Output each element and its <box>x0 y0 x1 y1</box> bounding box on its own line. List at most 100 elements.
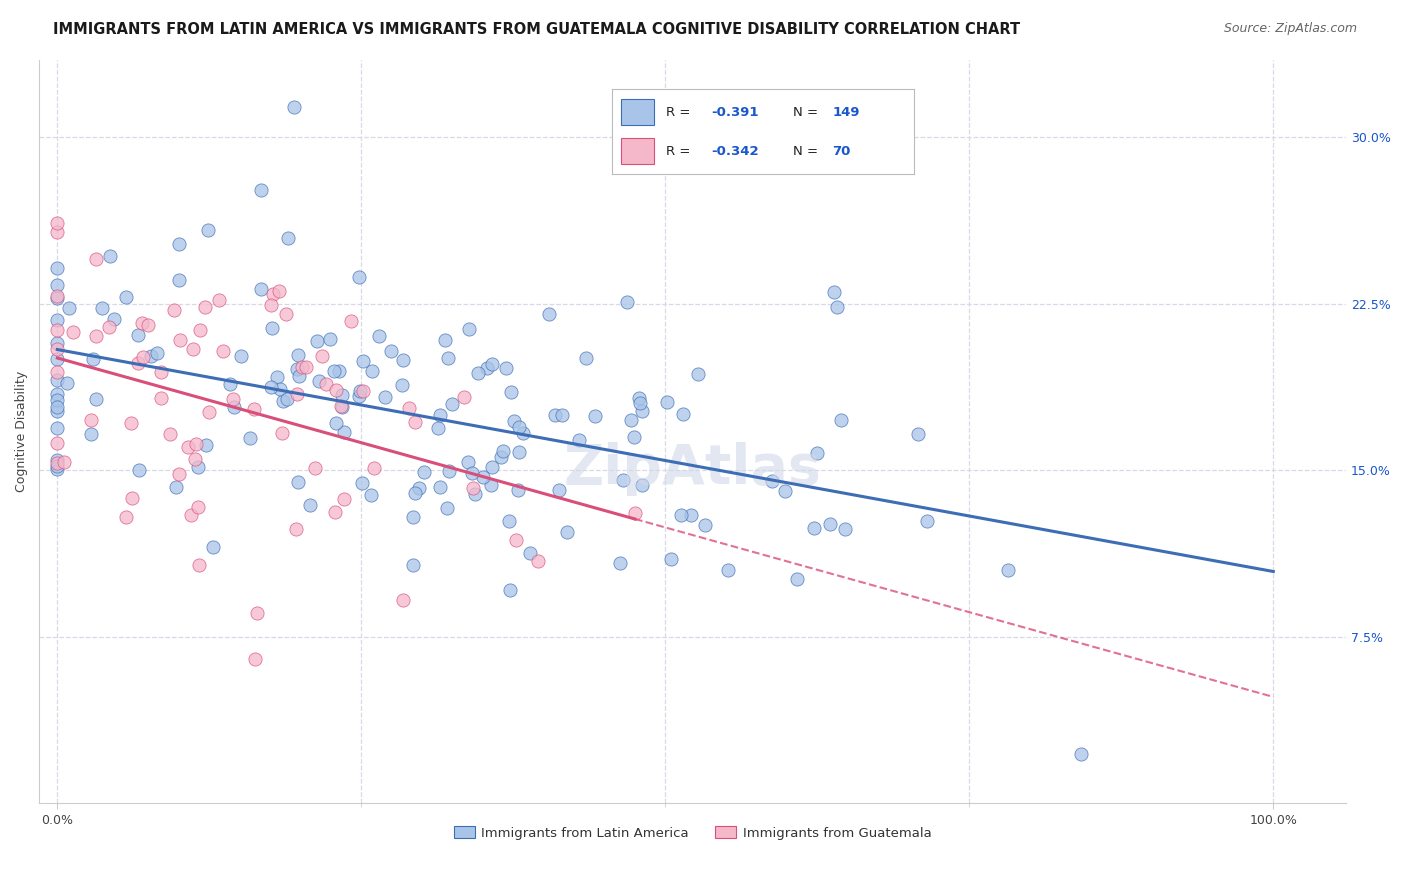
FancyBboxPatch shape <box>620 99 654 125</box>
Point <box>429 408 451 422</box>
Point <box>361 364 384 378</box>
Point <box>115 290 138 304</box>
Point <box>46 323 69 337</box>
Point <box>330 400 353 414</box>
Point <box>363 460 385 475</box>
Point <box>616 294 638 309</box>
Point <box>136 318 159 332</box>
FancyBboxPatch shape <box>620 138 654 164</box>
Point <box>693 517 716 532</box>
Point <box>127 356 149 370</box>
Point <box>333 425 356 440</box>
Point <box>181 342 204 356</box>
Point <box>352 354 374 368</box>
Point <box>512 425 534 440</box>
Point <box>404 485 426 500</box>
Point <box>97 320 120 334</box>
Point <box>276 392 298 407</box>
Point <box>46 291 69 305</box>
Point <box>46 343 69 357</box>
Point <box>250 282 273 296</box>
Point <box>806 446 828 460</box>
Point <box>398 401 420 415</box>
Point <box>434 333 457 347</box>
Point <box>773 483 796 498</box>
Point <box>505 533 527 548</box>
Text: 70: 70 <box>832 145 851 158</box>
Point <box>188 323 211 337</box>
Point <box>291 359 314 374</box>
Point <box>79 413 101 427</box>
Point <box>475 361 498 376</box>
Point <box>146 346 169 360</box>
Point <box>62 325 84 339</box>
Text: N =: N = <box>793 105 823 119</box>
Text: R =: R = <box>666 105 695 119</box>
Point <box>103 312 125 326</box>
Point <box>457 322 479 336</box>
Point <box>46 435 69 450</box>
Point <box>274 307 297 321</box>
Point <box>1070 747 1092 762</box>
Point <box>392 593 415 607</box>
Point <box>437 351 460 366</box>
Point <box>46 289 69 303</box>
Point <box>46 459 69 474</box>
Point <box>583 409 606 423</box>
Point <box>402 510 425 524</box>
Point <box>187 459 209 474</box>
Point <box>491 450 513 465</box>
Point <box>330 388 353 402</box>
Point <box>46 404 69 418</box>
Point <box>672 407 695 421</box>
Text: 149: 149 <box>832 105 860 119</box>
Point <box>628 395 651 409</box>
Y-axis label: Cognitive Disability: Cognitive Disability <box>15 371 28 492</box>
Point <box>120 416 142 430</box>
Text: IMMIGRANTS FROM LATIN AMERICA VS IMMIGRANTS FROM GUATEMALA COGNITIVE DISABILITY : IMMIGRANTS FROM LATIN AMERICA VS IMMIGRA… <box>53 22 1021 37</box>
Point <box>98 249 121 263</box>
Point <box>612 474 634 488</box>
Point <box>325 384 347 398</box>
Text: N =: N = <box>793 145 823 158</box>
Point <box>246 607 269 621</box>
Point <box>499 582 522 597</box>
Point <box>86 329 108 343</box>
Point <box>717 563 740 577</box>
Point <box>481 459 503 474</box>
Point <box>453 390 475 404</box>
Point <box>679 508 702 522</box>
Point <box>803 521 825 535</box>
Point <box>46 351 69 366</box>
Point <box>46 336 69 351</box>
Point <box>287 348 309 362</box>
Point <box>46 400 69 414</box>
Point <box>825 300 848 314</box>
Point <box>46 387 69 401</box>
Point <box>575 351 598 365</box>
Point <box>80 427 103 442</box>
Point <box>686 367 709 381</box>
Point <box>319 332 342 346</box>
Point <box>277 231 299 245</box>
Point <box>907 427 929 442</box>
Point <box>823 285 845 300</box>
Point <box>461 481 484 495</box>
Point <box>311 349 333 363</box>
Point <box>46 261 69 276</box>
Point <box>404 415 426 429</box>
Point <box>91 301 114 315</box>
Point <box>187 500 209 514</box>
Point <box>238 431 260 445</box>
Point <box>427 421 450 435</box>
Point <box>259 380 281 394</box>
Point <box>149 365 172 379</box>
Point <box>307 334 329 349</box>
Point <box>659 552 682 566</box>
Point <box>349 389 371 403</box>
Point <box>283 99 305 113</box>
Point <box>84 252 107 267</box>
Point <box>132 350 155 364</box>
Point <box>128 463 150 477</box>
Point <box>506 483 529 497</box>
